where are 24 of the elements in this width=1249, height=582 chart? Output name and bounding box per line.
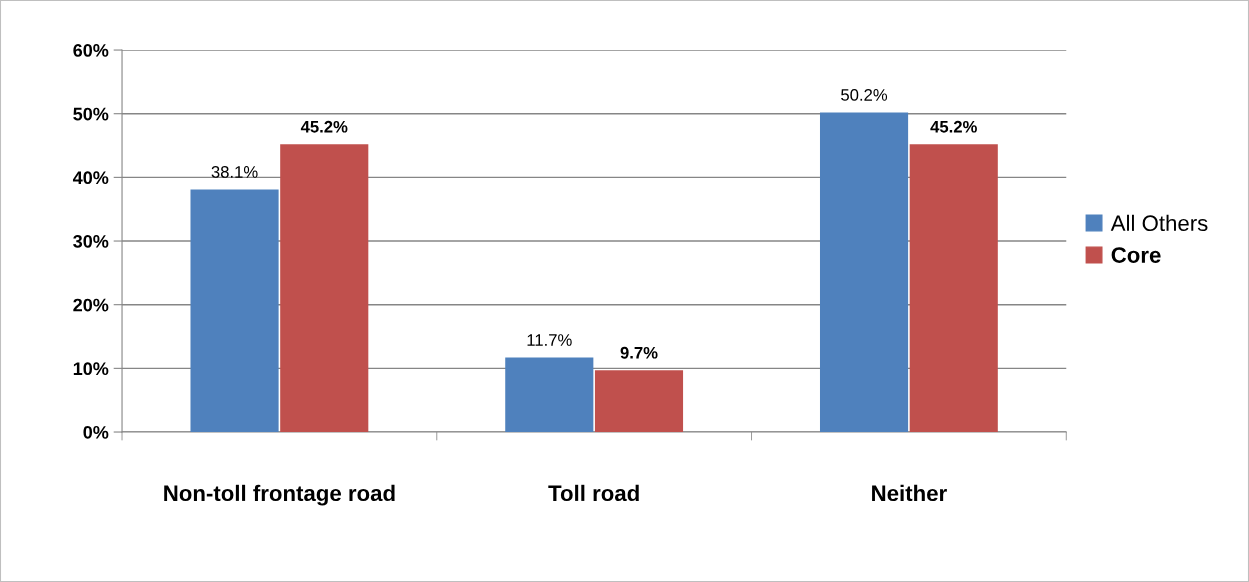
- bar: [190, 189, 279, 433]
- bar: [505, 357, 594, 433]
- y-tick-label: 60%: [73, 43, 109, 57]
- bar: [819, 112, 909, 433]
- data-label: 11.7%: [527, 334, 572, 346]
- x-tick-label: Toll road: [548, 484, 639, 502]
- x-tick-label: Neither: [872, 484, 947, 502]
- data-label: 45.2%: [300, 120, 348, 133]
- data-label: 45.2%: [930, 120, 977, 133]
- y-tick-label: 50%: [73, 107, 109, 121]
- bar: [280, 144, 369, 433]
- data-label: 9.7%: [620, 346, 658, 359]
- legend-label: All Others: [1110, 214, 1208, 232]
- data-label: 50.2%: [841, 89, 888, 101]
- x-tick-label: Non-toll frontage road: [164, 484, 395, 506]
- bar: [594, 370, 684, 433]
- legend-label: Core: [1111, 247, 1161, 263]
- bar: [909, 144, 998, 433]
- data-label: 38.1%: [211, 166, 258, 178]
- y-tick-label: 30%: [73, 234, 109, 248]
- y-tick-label: 0%: [83, 425, 109, 439]
- y-tick-label: 20%: [73, 298, 109, 312]
- y-tick-label: 40%: [72, 171, 109, 185]
- y-tick-label: 10%: [73, 362, 109, 376]
